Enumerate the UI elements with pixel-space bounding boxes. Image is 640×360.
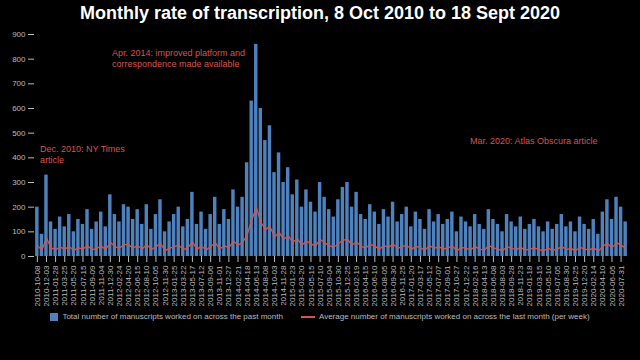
svg-text:300: 300 (12, 178, 26, 187)
svg-text:2014-10-03: 2014-10-03 (270, 265, 279, 306)
svg-text:400: 400 (12, 153, 26, 162)
svg-text:2020-04-10: 2020-04-10 (598, 265, 607, 306)
svg-text:2011-01-28: 2011-01-28 (51, 265, 60, 306)
svg-text:2013-07-12: 2013-07-12 (197, 265, 206, 306)
svg-text:2017-09-01: 2017-09-01 (443, 265, 452, 306)
svg-text:2015-01-23: 2015-01-23 (288, 265, 297, 306)
svg-text:2020-06-05: 2020-06-05 (608, 265, 617, 306)
svg-text:2011-11-04: 2011-11-04 (97, 265, 106, 305)
svg-text:2019-07-05: 2019-07-05 (553, 265, 562, 306)
svg-text:2014-02-21: 2014-02-21 (234, 265, 243, 306)
svg-text:2012-06-15: 2012-06-15 (133, 265, 142, 306)
svg-text:2017-12-22: 2017-12-22 (462, 265, 471, 306)
svg-text:2017-07-07: 2017-07-07 (434, 265, 443, 306)
svg-text:2016-11-25: 2016-11-25 (398, 265, 407, 306)
svg-text:2013-03-22: 2013-03-22 (179, 265, 188, 306)
svg-text:2018-02-16: 2018-02-16 (471, 265, 480, 306)
svg-text:2011-07-15: 2011-07-15 (79, 265, 88, 306)
svg-text:2017-03-17: 2017-03-17 (416, 265, 425, 306)
html-text:Mar. 2020: Atlas Obscura artic: Mar. 2020: Atlas Obscura article (470, 136, 598, 146)
svg-text:2019-08-30: 2019-08-30 (562, 265, 571, 306)
svg-text:2017-05-12: 2017-05-12 (425, 265, 434, 306)
svg-text:2010-10-08: 2010-10-08 (33, 265, 42, 306)
svg-text:2019-05-10: 2019-05-10 (544, 265, 553, 306)
svg-text:200: 200 (12, 203, 26, 212)
svg-text:2019-03-15: 2019-03-15 (535, 265, 544, 306)
svg-text:2018-04-13: 2018-04-13 (480, 265, 489, 306)
svg-text:2011-05-20: 2011-05-20 (69, 265, 78, 306)
svg-text:2019-01-18: 2019-01-18 (525, 265, 534, 306)
svg-text:2012-02-24: 2012-02-24 (115, 265, 124, 306)
html-text:Average number of manuscripts: Average number of manuscripts worked on … (319, 312, 590, 321)
svg-text:900: 900 (12, 30, 26, 39)
svg-text:100: 100 (12, 227, 26, 236)
svg-text:600: 600 (12, 104, 26, 113)
svg-text:2015-05-15: 2015-05-15 (307, 265, 316, 306)
svg-text:2013-05-17: 2013-05-17 (188, 265, 197, 306)
svg-text:2015-10-30: 2015-10-30 (334, 265, 343, 306)
svg-text:2015-12-25: 2015-12-25 (343, 265, 352, 306)
svg-text:2013-12-27: 2013-12-27 (224, 265, 233, 306)
svg-text:2015-07-10: 2015-07-10 (316, 265, 325, 306)
html-text:Total number of manuscripts wo: Total number of manuscripts worked on ac… (62, 312, 283, 321)
svg-text:2012-04-20: 2012-04-20 (124, 265, 133, 306)
html-text:Dec. 2010: NY Times article: Dec. 2010: NY Times article (40, 144, 125, 165)
svg-text:2013-09-06: 2013-09-06 (206, 265, 215, 306)
svg-text:2019-10-25: 2019-10-25 (571, 265, 580, 306)
svg-text:2011-12-30: 2011-12-30 (106, 265, 115, 306)
svg-text:2014-06-13: 2014-06-13 (252, 265, 261, 306)
svg-text:2015-03-20: 2015-03-20 (297, 265, 306, 306)
svg-text:2011-09-09: 2011-09-09 (88, 265, 97, 306)
svg-text:2016-09-30: 2016-09-30 (389, 265, 398, 306)
svg-text:2016-04-15: 2016-04-15 (361, 265, 370, 306)
svg-text:2015-09-04: 2015-09-04 (325, 265, 334, 306)
svg-text:2020-07-31: 2020-07-31 (617, 265, 626, 306)
svg-text:2018-08-03: 2018-08-03 (498, 265, 507, 306)
svg-text:2016-02-19: 2016-02-19 (352, 265, 361, 306)
svg-text:2017-10-27: 2017-10-27 (452, 265, 461, 306)
svg-text:2011-03-25: 2011-03-25 (60, 265, 69, 306)
svg-text:0: 0 (21, 252, 26, 261)
svg-text:2016-06-10: 2016-06-10 (370, 265, 379, 306)
svg-text:2014-04-18: 2014-04-18 (243, 265, 252, 306)
svg-text:2018-09-28: 2018-09-28 (507, 265, 516, 306)
svg-text:2013-11-01: 2013-11-01 (215, 265, 224, 306)
svg-text:800: 800 (12, 55, 26, 64)
svg-text:2020-02-14: 2020-02-14 (589, 265, 598, 306)
svg-text:2012-10-05: 2012-10-05 (151, 265, 160, 306)
svg-text:2010-12-03: 2010-12-03 (42, 265, 51, 306)
html-text:Monthly rate of transcription,: Monthly rate of transcription, 8 Oct 201… (79, 3, 561, 23)
html-text:Apr. 2014: improved platform a: Apr. 2014: improved platform and corresp… (112, 48, 246, 69)
svg-text:700: 700 (12, 79, 26, 88)
svg-text:2013-01-25: 2013-01-25 (170, 265, 179, 306)
svg-text:2014-11-28: 2014-11-28 (279, 265, 288, 306)
svg-text:2019-12-20: 2019-12-20 (580, 265, 589, 306)
svg-text:2014-08-08: 2014-08-08 (261, 265, 270, 306)
svg-text:2018-06-08: 2018-06-08 (489, 265, 498, 306)
svg-text:2017-01-20: 2017-01-20 (407, 265, 416, 306)
svg-text:2012-11-30: 2012-11-30 (161, 265, 170, 306)
svg-text:2018-11-23: 2018-11-23 (516, 265, 525, 306)
svg-text:500: 500 (12, 129, 26, 138)
svg-text:2012-08-10: 2012-08-10 (142, 265, 151, 306)
svg-text:2016-08-05: 2016-08-05 (380, 265, 389, 306)
